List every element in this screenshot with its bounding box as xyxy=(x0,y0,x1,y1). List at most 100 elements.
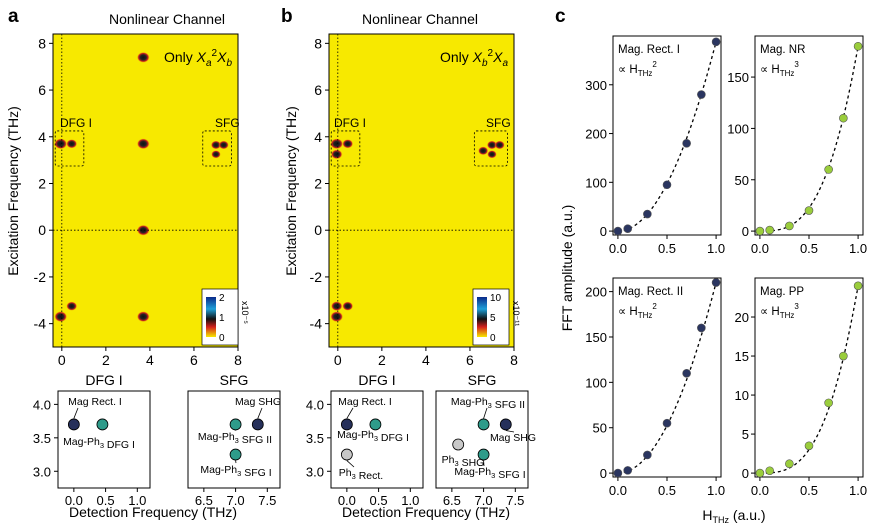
colorbar: 2 1 0 x10⁻⁵ xyxy=(201,288,250,346)
x-tick-label: 0.0 xyxy=(65,493,83,508)
subplot-name: Mag. Rect. I xyxy=(618,44,680,56)
c-x-label: HTHz (a.u.) xyxy=(702,507,765,525)
heatmap-peak xyxy=(136,138,150,150)
y-axis-label: Excitation Frequency (THz) xyxy=(5,106,21,276)
y-tick-label: 0 xyxy=(600,466,607,481)
data-point xyxy=(853,41,863,51)
heatmap-peak xyxy=(54,311,68,323)
heatmap-peak xyxy=(330,301,343,312)
x-tick-label: 6 xyxy=(466,352,474,368)
x-tick-label: 1.0 xyxy=(849,483,867,498)
heatmap-peak xyxy=(494,140,505,150)
y-tick-label: 4.0 xyxy=(306,397,324,412)
data-point xyxy=(765,225,775,235)
data-point xyxy=(711,278,721,287)
y-tick-label: 200 xyxy=(585,285,607,300)
inset-x-label: Detection Frequency (THz) xyxy=(69,504,237,520)
y-tick-label: 0 xyxy=(600,224,607,239)
x-tick-label: 7.5 xyxy=(506,493,524,508)
data-point xyxy=(824,398,833,408)
colorbar-tick-label: 0 xyxy=(490,333,496,344)
y-tick-label: -2 xyxy=(34,269,47,285)
y-tick-label: 3.0 xyxy=(33,464,51,479)
x-tick-label: 6 xyxy=(190,352,198,368)
y-tick-label: 10 xyxy=(735,388,749,403)
data-point xyxy=(853,281,863,291)
data-point xyxy=(839,351,848,361)
data-point xyxy=(613,226,623,236)
y-tick-label: 100 xyxy=(585,375,607,390)
inset-point xyxy=(229,418,242,431)
inset-point xyxy=(251,418,264,431)
data-point xyxy=(643,209,652,219)
y-tick-label: 150 xyxy=(585,330,607,345)
heatmap-peak xyxy=(486,140,498,150)
data-point xyxy=(697,90,706,99)
y-tick-label: -2 xyxy=(310,269,323,285)
callout-line xyxy=(73,407,79,419)
y-tick-label: 20 xyxy=(735,310,749,325)
callout-line xyxy=(346,460,355,468)
y-tick-label: 4 xyxy=(38,129,46,145)
region-label: DFG I xyxy=(60,116,92,130)
region-box xyxy=(330,130,361,167)
region-label: SFG xyxy=(486,116,511,130)
x-tick-label: 0 xyxy=(334,352,342,368)
inset-frame xyxy=(187,390,281,489)
x-tick-label: 1.0 xyxy=(707,483,725,498)
y-tick-label: 0 xyxy=(314,222,322,238)
y-tick-label: 3.5 xyxy=(33,431,51,446)
y-tick-label: 50 xyxy=(593,421,607,436)
panel-letter-c: c xyxy=(555,6,566,27)
y-tick-label: 300 xyxy=(585,78,607,93)
x-tick-label: 1.0 xyxy=(128,493,146,508)
heatmap-peak xyxy=(330,149,343,160)
subplot-frame xyxy=(754,35,864,236)
heatmap-peak xyxy=(330,311,344,323)
x-tick-label: 6.5 xyxy=(443,493,461,508)
colorbar-unit: x10⁻¹¹ xyxy=(511,301,521,326)
x-tick-label: 0.5 xyxy=(658,483,676,498)
inset-group-title: DFG I xyxy=(358,372,395,388)
colorbar-tick-label: 10 xyxy=(490,293,502,304)
inset-group-title: DFG I xyxy=(85,372,122,388)
colorbar-tick-label: 2 xyxy=(219,293,225,304)
y-tick-label: 8 xyxy=(314,35,322,51)
subplot-scaling: ∝ HTHz2 xyxy=(618,302,657,320)
x-tick-label: 1.0 xyxy=(401,493,419,508)
y-tick-label: 8 xyxy=(38,35,46,51)
y-axis-label: Excitation Frequency (THz) xyxy=(283,106,299,276)
y-tick-label: 4 xyxy=(314,129,322,145)
colorbar-unit: x10⁻⁵ xyxy=(240,301,250,324)
x-tick-label: 7.5 xyxy=(258,493,276,508)
data-point xyxy=(682,368,691,378)
colorbar-gradient xyxy=(206,297,216,337)
x-tick-label: 4 xyxy=(146,352,154,368)
inset-x-label: Detection Frequency (THz) xyxy=(342,504,510,520)
point-label: Mag Rect. I xyxy=(338,396,392,408)
heatmap-a: Nonlinear Channel DFG I SFG 0 2 4 6 8 -4 -2 0 2 4 6… xyxy=(5,11,250,368)
callout-line xyxy=(505,430,515,433)
heatmap-peak xyxy=(66,301,78,311)
x-tick-label: 0.5 xyxy=(658,241,676,256)
region-box xyxy=(54,130,85,167)
data-point xyxy=(613,468,623,478)
x-tick-label: 0.0 xyxy=(338,493,356,508)
colorbar-gradient xyxy=(477,297,487,337)
y-tick-label: -4 xyxy=(34,316,47,332)
y-tick-label: 0 xyxy=(742,466,749,481)
y-tick-label: 6 xyxy=(314,82,322,98)
x-tick-label: 0.0 xyxy=(751,483,769,498)
colorbar-tick-label: 1 xyxy=(219,313,225,324)
inset-b: DFG I 0.0 0.5 1.0 4.0 3.5 3.0 Mag Rect. I Mag-Ph… xyxy=(306,372,536,508)
x-tick-label: 2 xyxy=(378,352,386,368)
y-tick-label: 3.0 xyxy=(306,464,324,479)
x-tick-label: 0.0 xyxy=(609,483,627,498)
panel-letter-b: b xyxy=(281,6,293,27)
region-box xyxy=(202,130,232,167)
y-tick-label: 6 xyxy=(38,82,46,98)
data-point xyxy=(755,468,765,478)
y-tick-label: 200 xyxy=(585,127,607,142)
point-label: Mag-Ph3 SFG II xyxy=(451,396,525,411)
